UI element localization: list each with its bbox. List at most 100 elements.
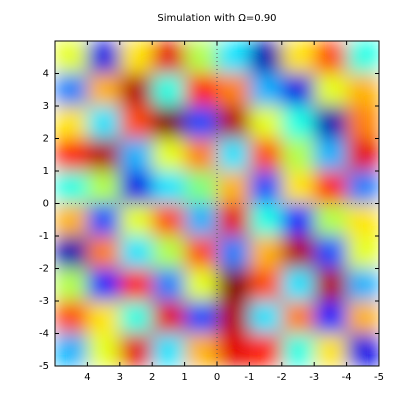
heat-cell (184, 236, 218, 269)
heat-cell (184, 268, 218, 302)
heat-cell (346, 41, 380, 74)
heat-cell (249, 171, 283, 204)
x-tick-label: -4 (342, 372, 352, 383)
heat-cell (346, 203, 380, 237)
heat-cell (87, 171, 121, 204)
x-tick-label: -1 (244, 372, 254, 383)
heat-cell (249, 73, 283, 107)
heat-cell (119, 73, 153, 107)
heat-cell (119, 171, 153, 204)
heat-cell (152, 73, 186, 107)
heat-cell (184, 333, 218, 367)
heat-cell (152, 268, 186, 302)
heat-cell (55, 41, 88, 74)
heat-cell (217, 333, 250, 367)
heat-cell (281, 41, 315, 74)
heat-cell (314, 106, 348, 139)
chart-title: Simulation with Ω=0.90 (157, 13, 276, 24)
heat-cell (346, 138, 380, 172)
heat-cell (281, 333, 315, 367)
heat-cell (281, 73, 315, 107)
heat-cell (119, 106, 153, 139)
heat-cell (217, 106, 250, 139)
heat-cell (152, 138, 186, 172)
heat-cell (314, 236, 348, 269)
heat-cell (152, 106, 186, 139)
heat-cell (87, 41, 121, 74)
y-tick-label: -5 (39, 361, 49, 372)
heat-cell (314, 268, 348, 302)
heat-cell (119, 301, 153, 334)
heat-cell (249, 301, 283, 334)
y-tick-label: 1 (43, 166, 49, 177)
heat-cell (249, 268, 283, 302)
heat-cell (217, 236, 250, 269)
y-tick-label: 2 (43, 134, 49, 145)
heat-cell (119, 41, 153, 74)
heat-cell (152, 301, 186, 334)
heat-cell (55, 268, 88, 302)
heat-cell (314, 301, 348, 334)
y-tick-label: -4 (39, 329, 49, 340)
heat-cell (217, 171, 250, 204)
heat-cell (217, 73, 250, 107)
heat-cell (184, 41, 218, 74)
heat-cell (281, 268, 315, 302)
heat-cell (217, 41, 250, 74)
heat-cell (184, 171, 218, 204)
heat-cell (152, 41, 186, 74)
heat-cell (217, 268, 250, 302)
heat-cell (184, 301, 218, 334)
heat-cell (184, 106, 218, 139)
heat-cell (314, 138, 348, 172)
x-tick-label: 4 (84, 372, 90, 383)
y-tick-label: 3 (43, 101, 49, 112)
heat-cell (55, 73, 88, 107)
heat-cell (184, 203, 218, 237)
heat-cell (281, 203, 315, 237)
heat-cell (249, 138, 283, 172)
heat-cell (87, 106, 121, 139)
y-tick-label: -2 (39, 264, 49, 275)
y-tick-label: -3 (39, 296, 49, 307)
heatmap (55, 41, 380, 367)
heat-cell (184, 138, 218, 172)
heat-cell (249, 236, 283, 269)
heat-cell (314, 203, 348, 237)
heat-cell (281, 171, 315, 204)
y-tick-label: 0 (43, 199, 49, 210)
heat-cell (346, 73, 380, 107)
heat-cell (55, 106, 88, 139)
heat-cell (281, 236, 315, 269)
heat-cell (55, 138, 88, 172)
heat-cell (346, 106, 380, 139)
heat-cell (119, 203, 153, 237)
x-tick-label: -5 (374, 372, 384, 383)
x-tick-label: -3 (309, 372, 319, 383)
heat-cell (119, 333, 153, 367)
heat-cell (249, 106, 283, 139)
heat-cell (346, 333, 380, 367)
y-tick-label: -1 (39, 231, 49, 242)
heat-cell (314, 171, 348, 204)
heat-cell (152, 203, 186, 237)
heat-cell (184, 73, 218, 107)
x-tick-label: 1 (181, 372, 187, 383)
heat-cell (152, 333, 186, 367)
x-tick-label: 3 (117, 372, 123, 383)
heat-cell (87, 138, 121, 172)
heat-cell (249, 333, 283, 367)
x-tick-label: 0 (214, 372, 220, 383)
x-tick-label: 2 (149, 372, 155, 383)
heat-cell (87, 236, 121, 269)
y-tick-label: 4 (43, 69, 49, 80)
heat-cell (87, 301, 121, 334)
heat-cell (119, 138, 153, 172)
heat-cell (281, 138, 315, 172)
heat-cell (55, 333, 88, 367)
heat-cell (119, 236, 153, 269)
heat-cell (281, 106, 315, 139)
heat-cell (346, 236, 380, 269)
heat-cell (217, 203, 250, 237)
